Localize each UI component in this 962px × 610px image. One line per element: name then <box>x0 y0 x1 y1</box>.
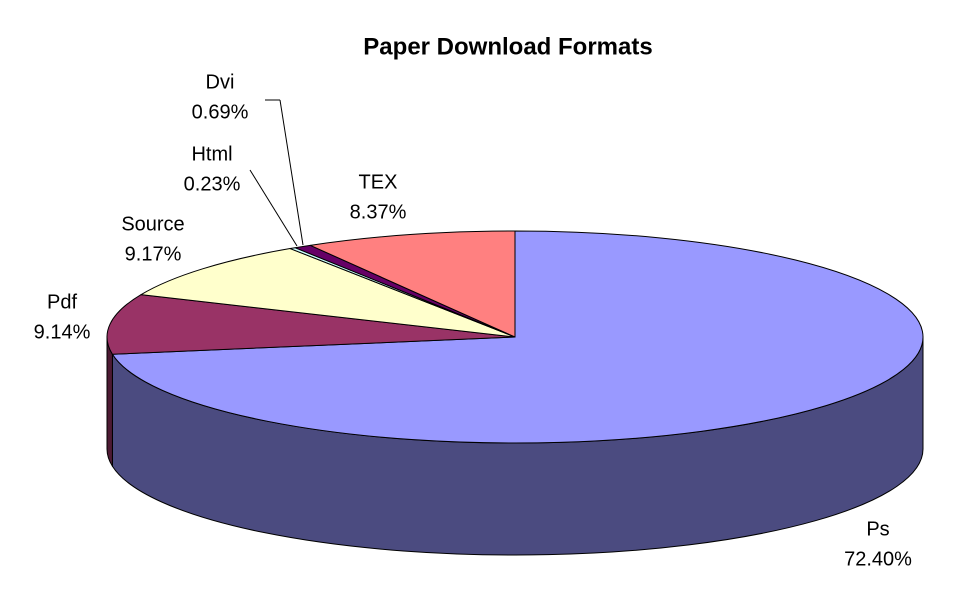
slice-value-label: 8.37% <box>350 201 407 223</box>
leader-line <box>279 99 304 246</box>
slice-label: Pdf <box>47 291 77 313</box>
slice <box>111 230 924 444</box>
slice-value-label: 0.69% <box>192 101 249 123</box>
slice-label: Ps <box>866 518 889 540</box>
chart-title: Paper Download Formats <box>363 33 652 60</box>
leader-line <box>249 169 298 247</box>
slice-label: Dvi <box>206 71 235 93</box>
slice-label: TEX <box>359 171 398 193</box>
slice-value-label: 72.40% <box>844 548 912 570</box>
slice-value-label: 0.23% <box>184 173 241 195</box>
slice-value-label: 9.14% <box>34 321 91 343</box>
slice-side <box>106 336 113 467</box>
slice-label: Source <box>121 213 184 235</box>
slice <box>140 248 516 338</box>
slice <box>309 230 516 338</box>
slice <box>106 294 516 355</box>
slice-value-label: 9.17% <box>125 243 182 265</box>
slice-label: Html <box>191 143 232 165</box>
